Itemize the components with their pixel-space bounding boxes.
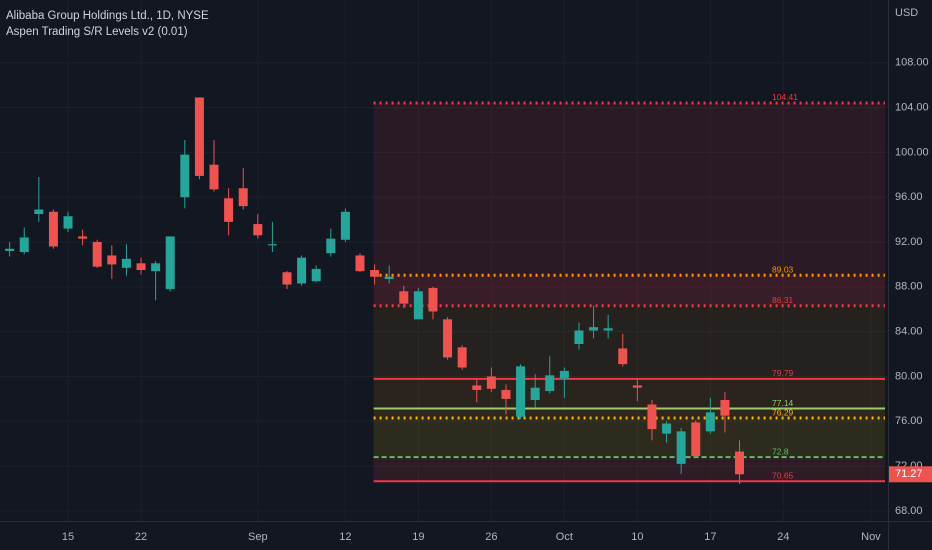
candle-body — [209, 164, 219, 190]
candle-body — [92, 242, 102, 267]
candle-body — [662, 423, 672, 434]
candle-body — [340, 211, 350, 240]
candle-body — [676, 431, 686, 464]
candle-body — [5, 248, 15, 251]
y-tick-label: 108.00 — [895, 57, 929, 69]
x-tick-label: Sep — [248, 531, 268, 543]
y-tick-label: 68.00 — [895, 505, 923, 517]
candle-body — [194, 97, 204, 176]
last-price-label: 71.27 — [895, 468, 923, 480]
y-tick-label: 96.00 — [895, 191, 923, 203]
candle-body — [48, 211, 58, 247]
y-tick-label: 92.00 — [895, 236, 923, 248]
y-tick-label: 76.00 — [895, 415, 923, 427]
level-label: 70.65 — [772, 470, 794, 480]
currency: USD — [895, 7, 918, 19]
candle-body — [355, 255, 365, 272]
candle-body — [559, 370, 569, 379]
y-tick-label: 80.00 — [895, 370, 923, 382]
candle-body — [618, 348, 628, 365]
candle-body — [501, 389, 511, 399]
x-tick-label: 15 — [62, 531, 74, 543]
candle-body — [107, 255, 117, 265]
level-label: 104.41 — [772, 92, 798, 102]
y-tick-label: 104.00 — [895, 101, 929, 113]
candle-body — [282, 272, 292, 285]
level-band — [373, 102, 885, 276]
y-tick-label: 100.00 — [895, 146, 929, 158]
level-band — [373, 418, 885, 458]
candle-body — [63, 216, 73, 229]
x-tick-label: 22 — [135, 531, 147, 543]
candle-body — [472, 385, 482, 390]
candle-body — [530, 387, 540, 400]
candle-body — [603, 328, 613, 331]
candle-body — [516, 366, 526, 417]
candle-body — [735, 451, 745, 475]
candle-body — [34, 209, 44, 215]
candle-body — [691, 422, 701, 457]
candle-body — [370, 270, 380, 277]
x-tick-label: 10 — [631, 531, 643, 543]
candle-body — [78, 236, 88, 239]
candle-body — [180, 154, 190, 198]
candle-body — [413, 291, 423, 320]
x-tick-label: 17 — [704, 531, 716, 543]
candle-body — [253, 224, 263, 236]
level-label: 79.79 — [772, 368, 794, 378]
level-label: 76.29 — [772, 407, 794, 417]
level-label: 77.14 — [772, 398, 794, 408]
candle-body — [428, 287, 438, 312]
y-tick-label: 84.00 — [895, 326, 923, 338]
candle-body — [574, 330, 584, 344]
candle-body — [545, 375, 555, 392]
candle-body — [238, 188, 248, 207]
candle-body — [589, 327, 599, 331]
candle-body — [632, 385, 642, 388]
level-label: 86.31 — [772, 295, 794, 305]
candle-body — [486, 376, 496, 389]
chart-title: Alibaba Group Holdings Ltd., 1D, NYSE — [6, 10, 209, 22]
candle-body — [384, 276, 394, 279]
candle-body — [165, 236, 175, 290]
candle-body — [326, 238, 336, 254]
level-label: 72.8 — [772, 446, 789, 456]
x-tick-label: 12 — [339, 531, 351, 543]
candle-body — [399, 291, 409, 304]
candle-body — [705, 412, 715, 432]
candle-body — [311, 268, 321, 282]
level-band — [373, 408, 885, 419]
candle-body — [647, 404, 657, 430]
level-band — [373, 275, 885, 306]
level-band — [373, 457, 885, 482]
y-tick-label: 88.00 — [895, 281, 923, 293]
candle-body — [136, 263, 146, 271]
x-tick-label: 26 — [485, 531, 497, 543]
level-label: 89.03 — [772, 265, 794, 275]
candle-body — [457, 347, 467, 368]
last-price-box — [889, 466, 932, 483]
x-tick-label: Oct — [556, 531, 573, 543]
candle-body — [443, 319, 453, 358]
x-tick-label: Nov — [861, 531, 881, 543]
candle-body — [151, 263, 161, 272]
level-band — [373, 378, 885, 409]
x-tick-label: 24 — [777, 531, 789, 543]
candle-body — [267, 244, 277, 246]
indicator-title: Aspen Trading S/R Levels v2 (0.01) — [6, 26, 188, 38]
candle-body — [224, 198, 234, 222]
candle-body — [297, 257, 307, 284]
candle-body — [720, 399, 730, 416]
candle-body — [121, 258, 131, 268]
candle-body — [19, 237, 29, 253]
x-tick-label: 19 — [412, 531, 424, 543]
